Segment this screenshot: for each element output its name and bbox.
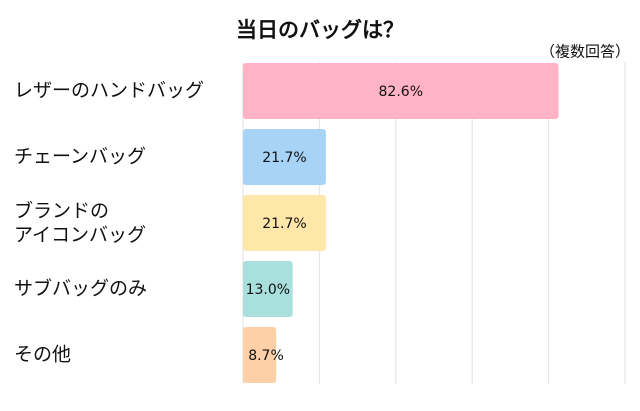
- y-tick-label: チェーンバッグ: [14, 146, 146, 168]
- y-tick-label: サブバッグのみ: [14, 277, 147, 300]
- bar: [243, 129, 326, 185]
- y-tick-label: レザーのハンドバッグ: [14, 80, 204, 102]
- bar: [243, 195, 326, 251]
- chart-title: 当日のバッグは？: [236, 18, 404, 42]
- y-tick-label: ブランドのアイコンバッグ: [14, 199, 146, 246]
- bar: [243, 327, 277, 383]
- bar: [243, 261, 293, 317]
- value-label: 21.7%: [262, 216, 306, 232]
- value-label: 82.6%: [379, 84, 423, 100]
- chart-subtitle: （複数回答）: [540, 43, 630, 61]
- value-label: 13.0%: [246, 282, 290, 298]
- y-tick-label: その他: [14, 344, 71, 366]
- value-label: 21.7%: [262, 150, 306, 166]
- bar: [243, 63, 559, 119]
- value-label: 8.7%: [248, 348, 284, 364]
